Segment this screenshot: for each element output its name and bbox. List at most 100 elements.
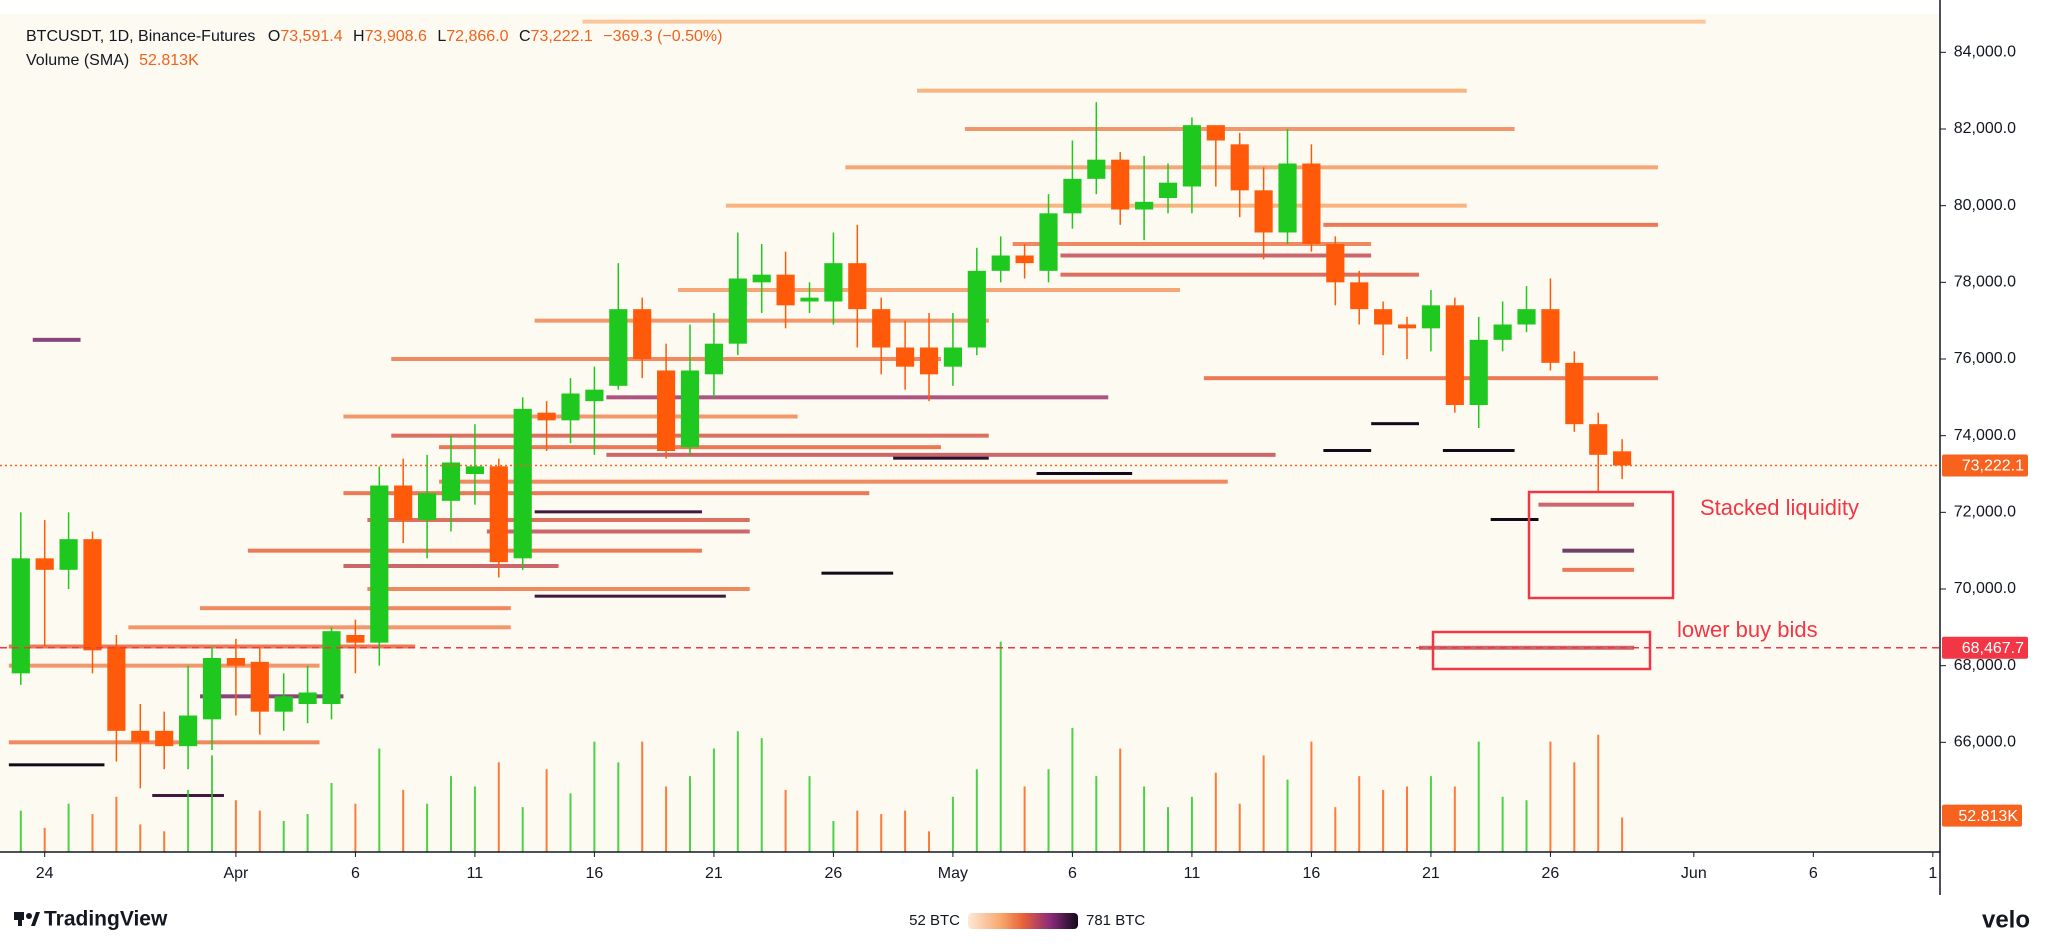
y-tick-label: 76,000.0 xyxy=(1954,350,2016,367)
volume-bar xyxy=(569,793,572,852)
x-tick-label: 21 xyxy=(1422,865,1440,882)
x-tick-label: 16 xyxy=(586,865,604,882)
candle-body xyxy=(370,485,389,643)
ohlc-key: C xyxy=(519,28,531,45)
volume-bar xyxy=(497,762,500,852)
volume-sma-box xyxy=(1942,804,2022,827)
candle-body xyxy=(226,658,245,666)
liquidity-level xyxy=(582,19,1706,24)
volume-bar xyxy=(1214,772,1217,852)
brand: TradingView xyxy=(44,908,168,931)
volume-bar xyxy=(43,827,46,852)
volume-bar xyxy=(473,786,476,852)
volume-bar xyxy=(1477,741,1480,852)
volume-bar xyxy=(115,796,118,852)
volume-bar xyxy=(210,755,213,852)
liquidity-level xyxy=(200,606,511,611)
candle-body xyxy=(680,370,700,448)
candle-body xyxy=(991,255,1010,271)
volume-bar xyxy=(856,810,859,852)
liquidity-level xyxy=(367,587,750,591)
volume-bar xyxy=(1071,727,1074,852)
candle-body xyxy=(346,635,365,643)
candle-body xyxy=(585,389,604,402)
candle-body xyxy=(848,263,867,310)
x-tick-label: 26 xyxy=(825,865,843,882)
overlay xyxy=(0,464,1940,649)
candle-body xyxy=(441,462,461,501)
candle-body xyxy=(1517,309,1536,325)
volume-bar xyxy=(1501,796,1504,852)
candle-body xyxy=(1565,362,1584,425)
candle-body xyxy=(561,393,580,421)
liquidity-level xyxy=(821,571,894,575)
logo-shape xyxy=(31,912,40,926)
volume-bar xyxy=(1382,789,1385,852)
x-tick-label: 1 xyxy=(1928,865,1937,882)
candle-body xyxy=(1111,159,1130,210)
candle-body xyxy=(202,658,222,720)
candle-body xyxy=(1397,324,1417,329)
liquidity-level xyxy=(200,694,344,699)
volume-bar xyxy=(712,748,715,852)
volume-bar xyxy=(928,831,931,852)
volume-bar xyxy=(163,831,166,852)
liquidity-level xyxy=(1538,502,1635,507)
liquidity-level xyxy=(534,510,702,514)
volume-bar xyxy=(187,789,190,852)
y-tick-label: 84,000.0 xyxy=(1954,44,2016,61)
candle-body xyxy=(1350,282,1369,310)
candle-body xyxy=(1421,305,1441,329)
volume-bar xyxy=(402,789,405,852)
candle-body xyxy=(298,692,317,704)
liquidity-level xyxy=(964,127,1515,131)
volume-bar xyxy=(1262,755,1265,852)
volume-sma-label: 52.813K xyxy=(1958,808,2018,825)
liquidity-level xyxy=(1562,548,1635,553)
candle-body xyxy=(800,297,819,302)
candle-body xyxy=(657,370,676,451)
last-price-label: 73,222.1 xyxy=(1962,458,2024,475)
liquidity-level xyxy=(534,318,989,323)
liquidity-level xyxy=(8,663,320,668)
liquidity-level xyxy=(893,456,989,460)
volume-bar xyxy=(330,783,333,852)
liquidity-level xyxy=(247,548,702,553)
liquidity-level xyxy=(678,288,1180,292)
logo-shape xyxy=(18,912,22,926)
candle-body xyxy=(1015,255,1034,264)
candle-body xyxy=(1445,305,1464,405)
liquidity-level xyxy=(343,564,559,568)
volume-bar xyxy=(306,814,309,852)
volume-bar xyxy=(904,810,907,852)
volume xyxy=(19,641,1624,852)
liquidity-level xyxy=(1323,222,1658,227)
volume-bar xyxy=(784,789,787,852)
x-tick-label: 6 xyxy=(351,865,360,882)
liquidity-level xyxy=(343,491,870,496)
candle-body xyxy=(465,466,484,474)
x-tick-label: 11 xyxy=(1184,865,1201,882)
ohlc-value: 73,591.4 xyxy=(280,28,342,45)
volume-title: Volume (SMA) xyxy=(26,52,129,69)
volume-bar xyxy=(1573,762,1576,852)
volume-legend: Volume (SMA) 52.813K xyxy=(26,52,199,69)
candle-body xyxy=(107,646,126,731)
volume-bar xyxy=(617,762,620,852)
volume-bar xyxy=(1621,817,1624,852)
candle-body xyxy=(728,278,747,344)
candle-body xyxy=(896,347,915,367)
liquidity-level xyxy=(534,594,726,598)
liquidity-level xyxy=(1371,422,1419,426)
volume-bar xyxy=(67,803,70,852)
liquidity-level xyxy=(845,165,1658,170)
candle-body xyxy=(1182,125,1201,187)
volume-bar xyxy=(1549,741,1552,852)
ohlc-key: H xyxy=(353,28,365,45)
candle-body xyxy=(250,661,269,712)
candle-body xyxy=(704,343,723,375)
volume-bar xyxy=(545,769,548,852)
heatmap-max: 781 BTC xyxy=(1086,912,1145,929)
highlight-box xyxy=(1431,630,1652,671)
